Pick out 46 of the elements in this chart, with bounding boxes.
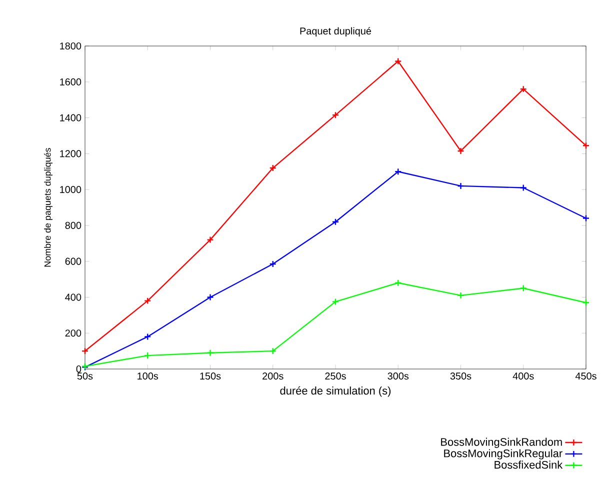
- x-tick-label: 100s: [138, 372, 158, 380]
- y-tick-label: 1000: [60, 186, 82, 194]
- point: [520, 85, 527, 93]
- x-tick-label: 350s: [450, 372, 472, 380]
- y-tick-label: 400: [65, 294, 82, 301]
- point: [394, 58, 402, 65]
- point: [520, 284, 527, 292]
- y-axis-title: Nombre de paquets dupliqués: [44, 148, 52, 267]
- x-tick-label: 200s: [262, 372, 284, 380]
- point: [520, 184, 527, 192]
- point: [269, 164, 276, 172]
- point: [144, 297, 152, 304]
- legend-label: BossMovingSinkRandom: [441, 438, 562, 448]
- y-tick-label: 1800: [60, 42, 82, 50]
- x-tick-label: 50s: [77, 372, 93, 380]
- legend-label: BossfixedSink: [494, 460, 563, 469]
- chart-title: Paquet dupliqué: [300, 27, 372, 36]
- point: [144, 333, 152, 340]
- point: [332, 111, 340, 119]
- point: [144, 352, 152, 360]
- y-tick-label: 800: [65, 222, 82, 229]
- point: [457, 182, 464, 190]
- point: [457, 147, 464, 155]
- x-tick-label: 300s: [388, 372, 409, 380]
- x-axis-title: durée de simulation (s): [280, 386, 391, 397]
- x-tick-label: 150s: [200, 372, 221, 380]
- point: [269, 347, 276, 355]
- y-tick-label: 1600: [60, 78, 82, 86]
- point: [457, 292, 464, 300]
- x-tick-label: 450s: [575, 372, 596, 380]
- point: [269, 260, 276, 268]
- point: [206, 236, 214, 244]
- point: [332, 298, 340, 306]
- point: [206, 294, 214, 301]
- point: [394, 168, 402, 176]
- y-tick-label: 0: [76, 365, 82, 373]
- x-tick-label: 250s: [325, 372, 346, 380]
- y-tick-label: 1400: [60, 114, 82, 122]
- x-tick-label: 400s: [512, 372, 534, 380]
- y-tick-label: 1200: [60, 150, 82, 158]
- y-tick-label: 600: [65, 258, 82, 265]
- legend-label: BossMovingSinkRegular: [444, 449, 562, 460]
- y-tick-label: 200: [65, 330, 82, 337]
- point: [394, 279, 402, 286]
- point: [332, 218, 340, 226]
- point: [206, 349, 214, 356]
